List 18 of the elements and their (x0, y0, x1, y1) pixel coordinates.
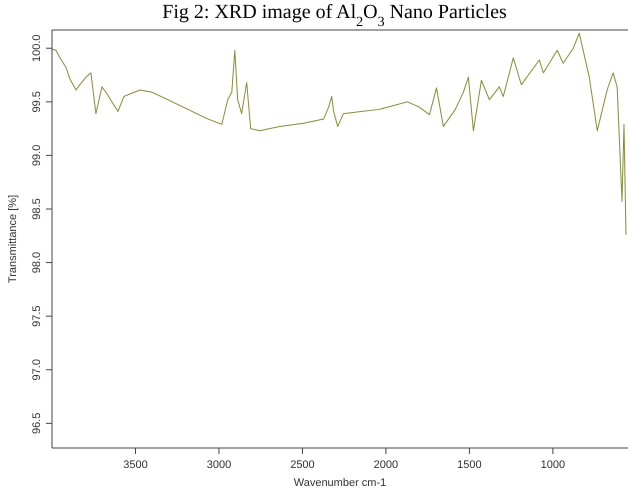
x-tick-label: 2000 (374, 459, 398, 471)
x-tick-label: 1000 (540, 459, 566, 471)
line-series (52, 32, 626, 236)
y-tick-label: 97.0 (31, 359, 43, 380)
y-tick-label: 99.5 (31, 91, 43, 113)
y-axis-title: Transmittance [%] (7, 194, 19, 284)
x-tick-label: 1500 (457, 459, 482, 471)
y-tick-label: 97.5 (31, 305, 43, 327)
x-tick-label: 3500 (123, 459, 148, 471)
y-tick-label: 98.5 (31, 198, 43, 220)
y-tick-label: 99.0 (31, 144, 43, 166)
chart-title: Fig 2: XRD image of Al$_{2}$O$_{3}$ Nano Particles (162, 1, 507, 30)
y-tick-label: 96.5 (31, 412, 43, 434)
y-tick-label: 100.0 (31, 34, 43, 62)
x-tick-label: 2500 (290, 459, 315, 471)
y-tick-label: 98.0 (31, 252, 43, 274)
x-tick-label: 3000 (206, 459, 232, 471)
x-axis-title: Wavenumber cm-1 (294, 477, 386, 489)
